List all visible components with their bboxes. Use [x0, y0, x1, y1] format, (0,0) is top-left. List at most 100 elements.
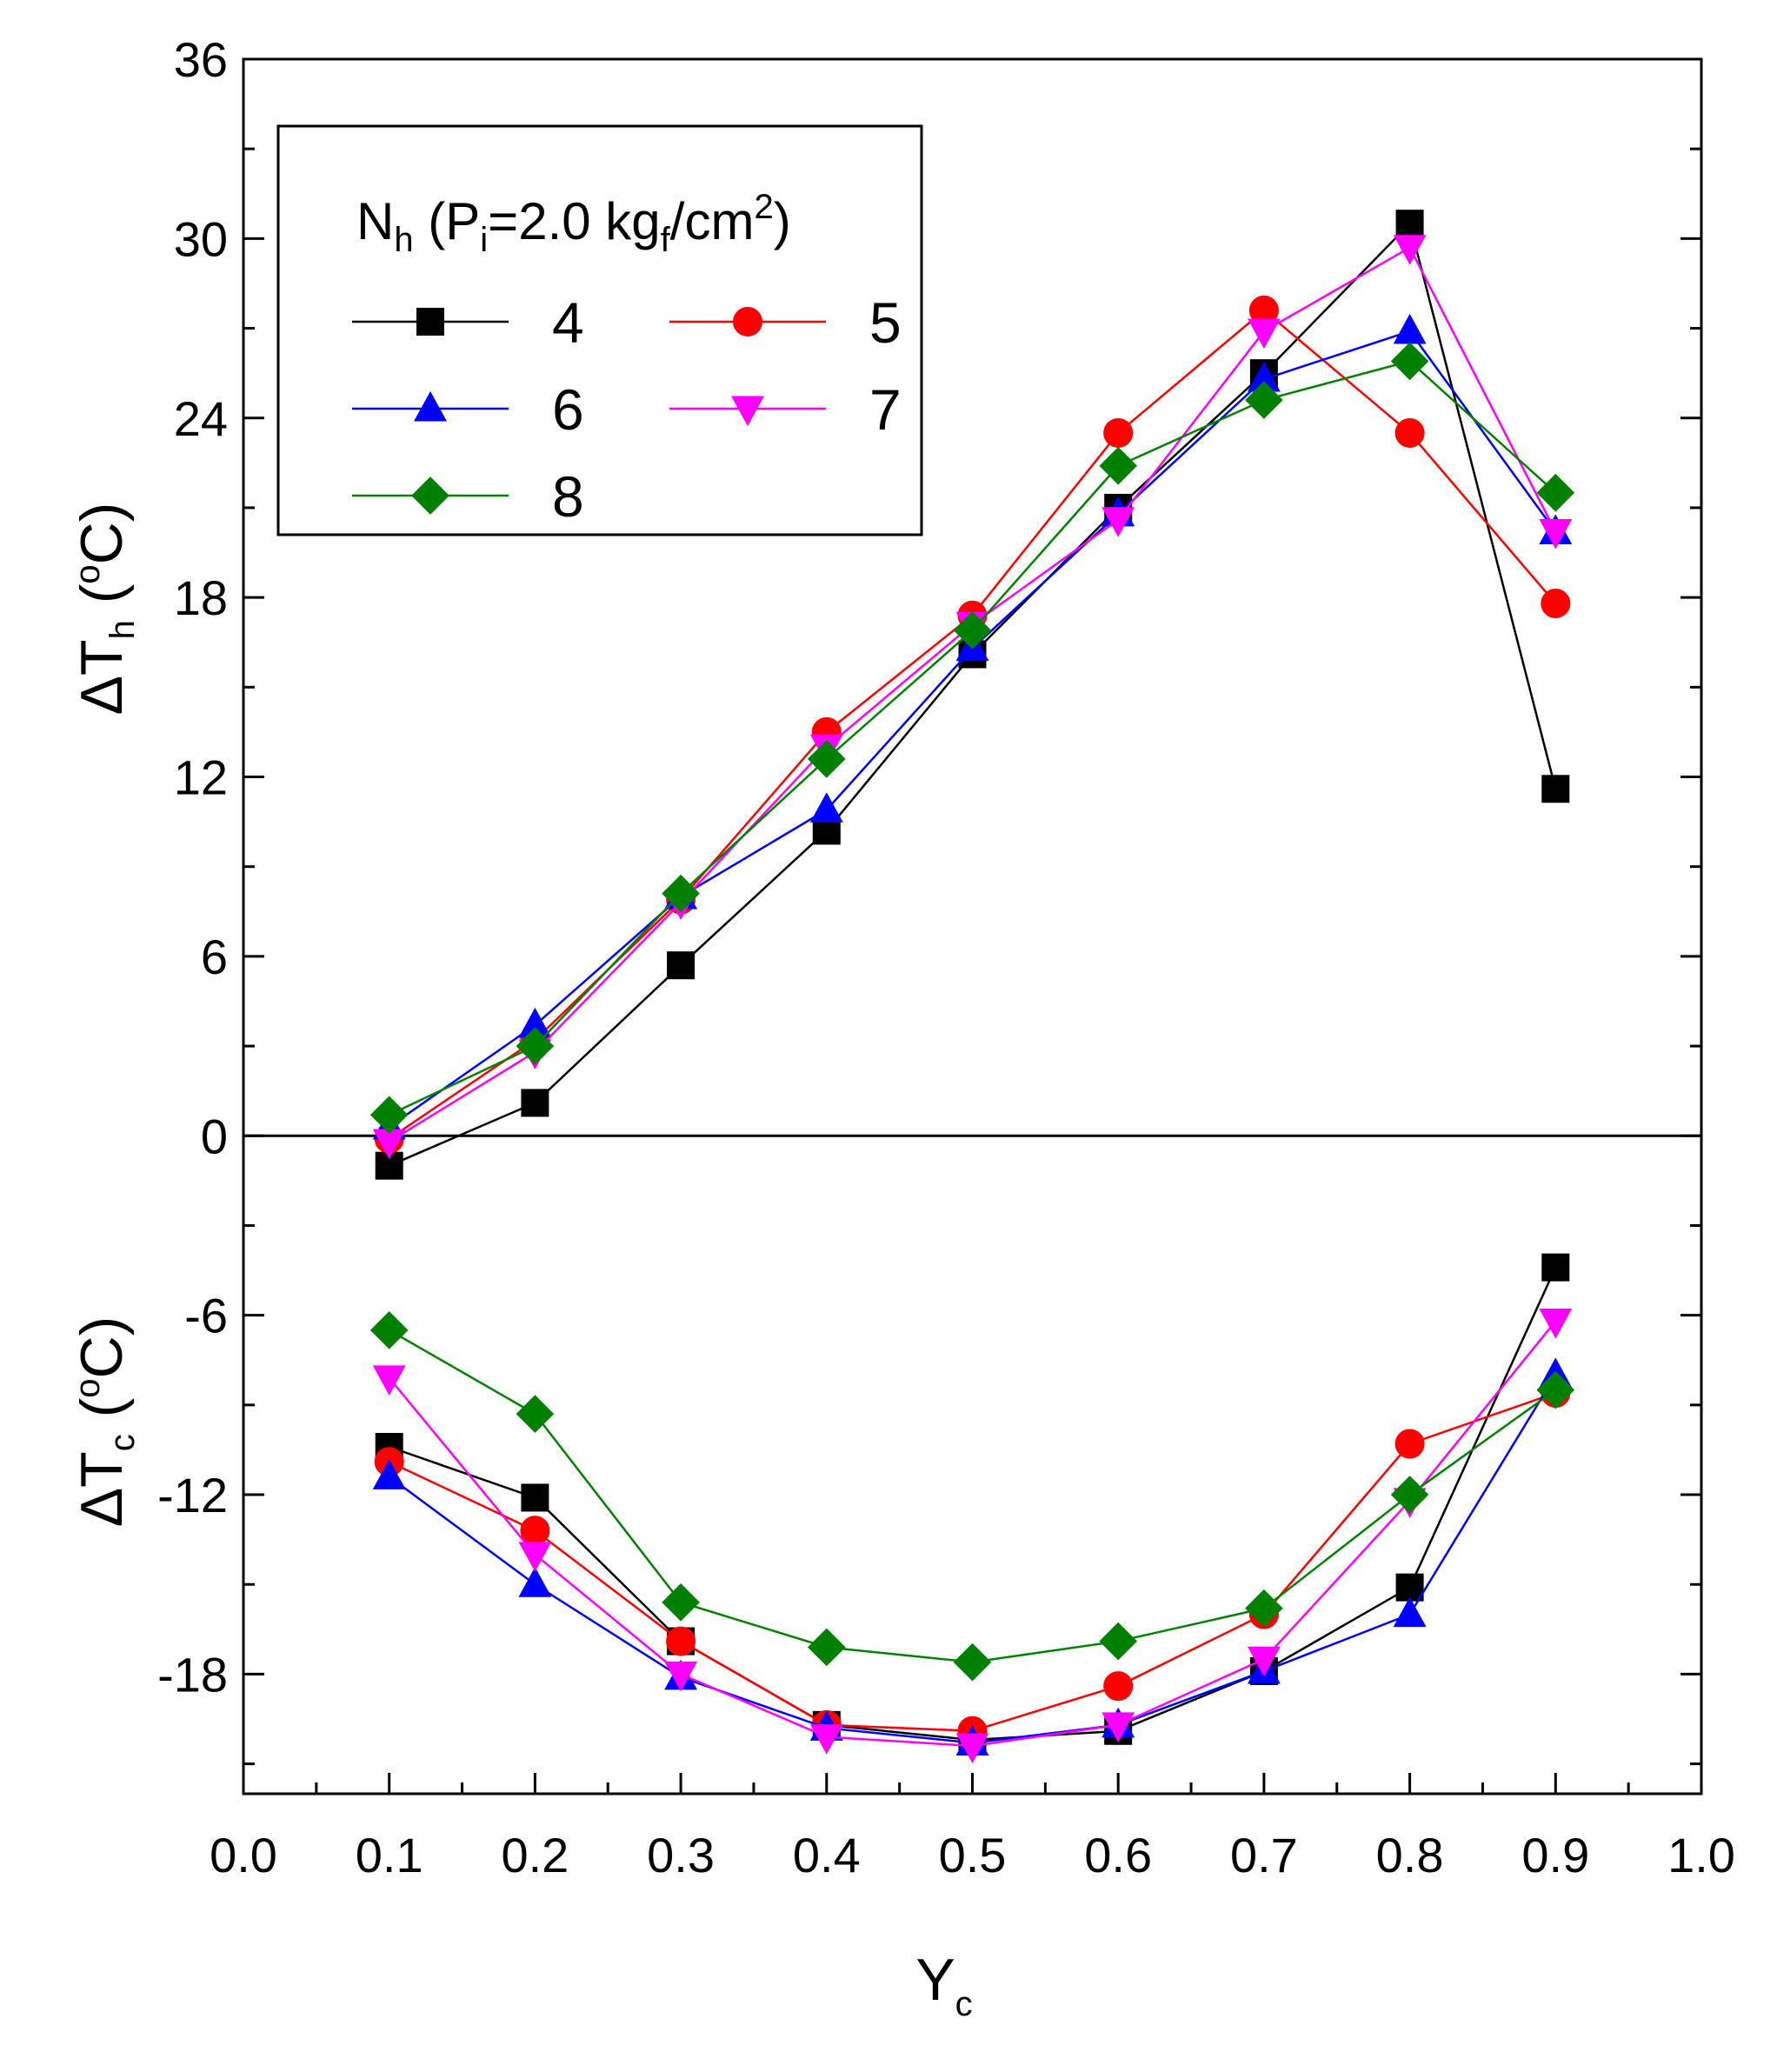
legend-item-5: 5 [669, 290, 902, 355]
data-point-cold [372, 1365, 406, 1396]
x-tick-label: 0.7 [1230, 1828, 1298, 1882]
y-tick-label: 12 [174, 750, 228, 805]
data-point-hot [809, 792, 843, 823]
data-point-hot [516, 1027, 555, 1065]
data-point-hot [369, 1096, 409, 1135]
y-tick-label: 6 [201, 929, 228, 984]
y-tick-label: -6 [184, 1289, 228, 1343]
y-axis-title-top-unit-close: C) [69, 503, 135, 565]
y-tick-label: 30 [174, 211, 228, 266]
legend-title: Nh (Pi=2.0 kgf/cm2) [356, 188, 791, 259]
y-axis-title-bottom-unit-open: ( [69, 1397, 135, 1434]
legend-marker [414, 390, 447, 422]
x-tick-label: 0.4 [793, 1828, 861, 1882]
data-point-cold [520, 1516, 550, 1546]
x-axis-title-sub: c [955, 1985, 973, 2023]
data-point-cold [518, 1567, 552, 1597]
y-axis-title-bottom-sub: c [103, 1434, 142, 1451]
series-line-cold [388, 1374, 1557, 1744]
legend-title-exp: 2 [754, 188, 773, 226]
data-point-hot [1536, 473, 1575, 512]
y-axis-title-bottom-deg: o [69, 1379, 107, 1398]
y-axis-title-bottom: ΔTc (oC) [69, 1316, 142, 1528]
data-point-cold [1394, 1429, 1425, 1459]
data-point-cold [809, 1724, 843, 1755]
y-tick-label: 36 [174, 32, 228, 87]
y-axis-title-top-unit-open: ( [69, 583, 135, 620]
data-point-cold [1099, 1622, 1138, 1661]
data-point-cold [953, 1642, 992, 1682]
data-point-hot [1390, 342, 1429, 381]
data-point-cold [664, 1661, 698, 1692]
data-point-hot [521, 1089, 549, 1117]
data-point-hot [1539, 518, 1573, 550]
y-axis-title-top-prefix: ΔT [69, 639, 135, 715]
data-point-cold [1536, 1370, 1575, 1409]
y-tick-label: 24 [174, 391, 228, 446]
y-tick-label: -18 [157, 1647, 228, 1702]
data-point-hot [1245, 381, 1283, 419]
x-tick-label: 0.1 [356, 1828, 423, 1882]
y-axis-title-top-deg: o [69, 564, 107, 583]
y-axis-title-bottom-unit-close: C) [69, 1316, 135, 1379]
legend-label: 7 [869, 377, 902, 442]
series-8 [369, 342, 1575, 1682]
legend-title-unit: /cm [670, 192, 755, 250]
legend-item-7: 7 [669, 377, 902, 442]
data-point-hot [1393, 313, 1427, 344]
data-point-cold [807, 1628, 846, 1667]
legend-title-n-sub: h [394, 221, 413, 259]
x-tick-label: 0.9 [1521, 1828, 1589, 1882]
series-line-cold [389, 1329, 1557, 1663]
data-point-cold [1395, 1573, 1424, 1602]
y-axis-title-top-sub: h [103, 620, 142, 639]
legend-title-n: N [356, 192, 394, 250]
data-point-hot [1541, 589, 1571, 619]
x-tick-label: 0.5 [939, 1828, 1007, 1882]
legend-marker [731, 396, 764, 427]
data-point-hot [1101, 507, 1135, 537]
data-point-cold [1245, 1589, 1283, 1628]
legend-title-p-sub: i [480, 221, 488, 259]
data-point-cold [955, 1733, 989, 1764]
data-point-hot [1103, 417, 1134, 448]
data-point-cold [1539, 1309, 1573, 1339]
legend-title-close: ) [774, 192, 791, 250]
data-point-cold [1247, 1646, 1281, 1677]
legend-label: 5 [869, 290, 902, 355]
legend-marker [416, 308, 444, 336]
data-point-cold [521, 1483, 549, 1512]
data-point-hot [1099, 446, 1138, 485]
y-tick-label: 18 [174, 570, 228, 625]
data-point-hot [1247, 318, 1281, 350]
data-point-cold [1390, 1476, 1429, 1514]
legend-box [276, 124, 923, 536]
legend-label: 8 [552, 464, 584, 529]
legend-marker [733, 307, 762, 336]
series-line-cold [388, 1320, 1557, 1748]
data-point-hot [1393, 235, 1427, 265]
data-point-cold [516, 1395, 555, 1433]
data-point-cold [369, 1311, 409, 1349]
data-point-hot [807, 740, 846, 778]
data-point-hot [1394, 417, 1425, 448]
legend-marker [411, 476, 449, 515]
legend-item-4: 4 [352, 290, 584, 355]
data-point-cold [1103, 1671, 1134, 1702]
y-tick-label: 0 [201, 1109, 228, 1163]
x-tick-label: 0.2 [501, 1828, 569, 1882]
x-axis-title-main: Y [915, 1947, 955, 2013]
y-tick-label: -12 [157, 1468, 228, 1522]
y-axis-title-top: ΔTh (oC) [69, 503, 142, 716]
data-point-hot [1395, 210, 1424, 238]
legend-label: 4 [552, 290, 584, 355]
x-tick-label: 0.3 [647, 1828, 715, 1882]
data-point-cold [518, 1542, 552, 1572]
x-axis-title: Yc [915, 1947, 972, 2023]
data-point-cold [1101, 1712, 1135, 1742]
data-point-hot [662, 874, 700, 913]
x-tick-label: 0.6 [1084, 1828, 1152, 1882]
x-tick-label: 0.0 [210, 1828, 277, 1882]
legend-label: 6 [552, 377, 584, 442]
data-point-cold [662, 1583, 700, 1622]
